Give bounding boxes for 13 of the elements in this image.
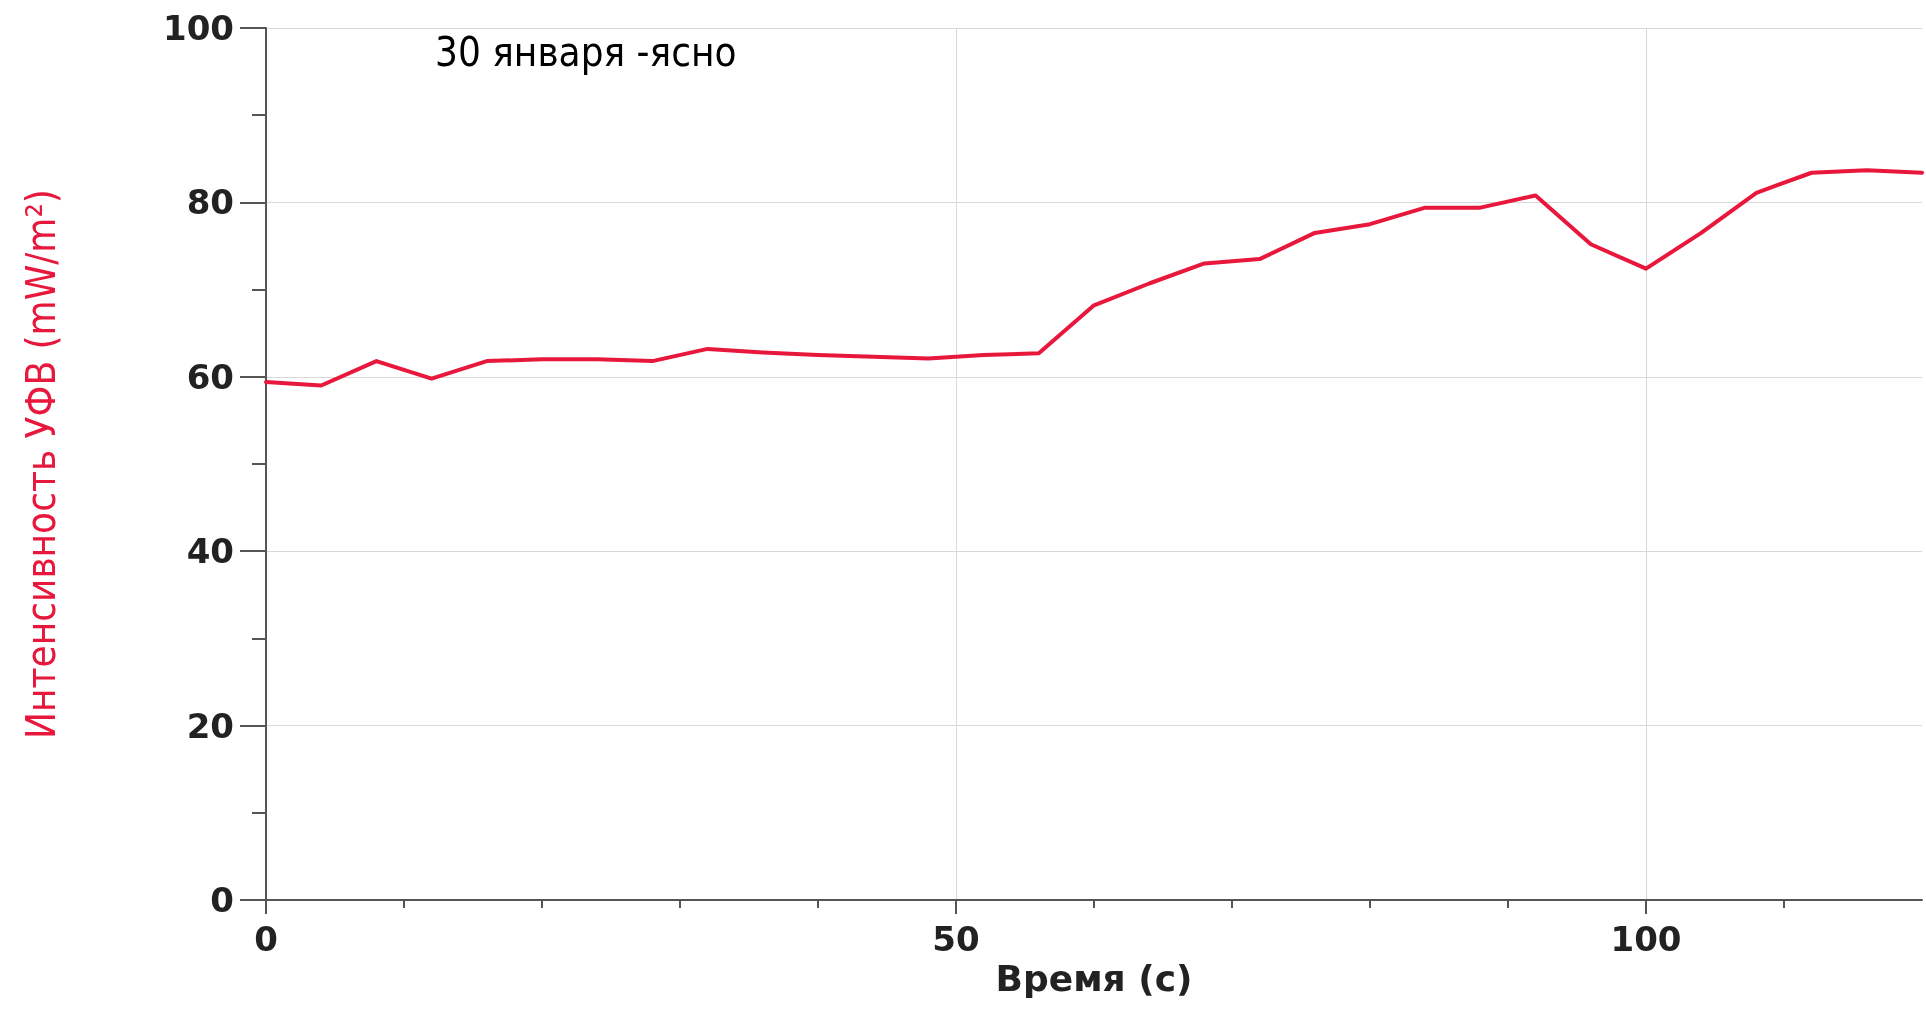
annotation: 30 января -ясно (435, 29, 737, 75)
y-tick-label: 40 (186, 531, 234, 572)
y-tick-label: 100 (163, 8, 234, 48)
line-series (264, 168, 1924, 388)
y-axis-title: Интенсивность УФВ (mW/m²) (18, 189, 64, 739)
y-tick-label: 0 (210, 880, 234, 920)
x-tick-label: 50 (932, 919, 980, 959)
y-tick-label: 80 (186, 182, 234, 223)
x-axis-title: Время (с) (995, 958, 1193, 1000)
x-tick-label: 100 (1610, 919, 1682, 959)
x-tick-label: 0 (254, 919, 278, 959)
y-tick-label: 20 (186, 705, 234, 746)
y-tick-label: 60 (186, 356, 234, 397)
